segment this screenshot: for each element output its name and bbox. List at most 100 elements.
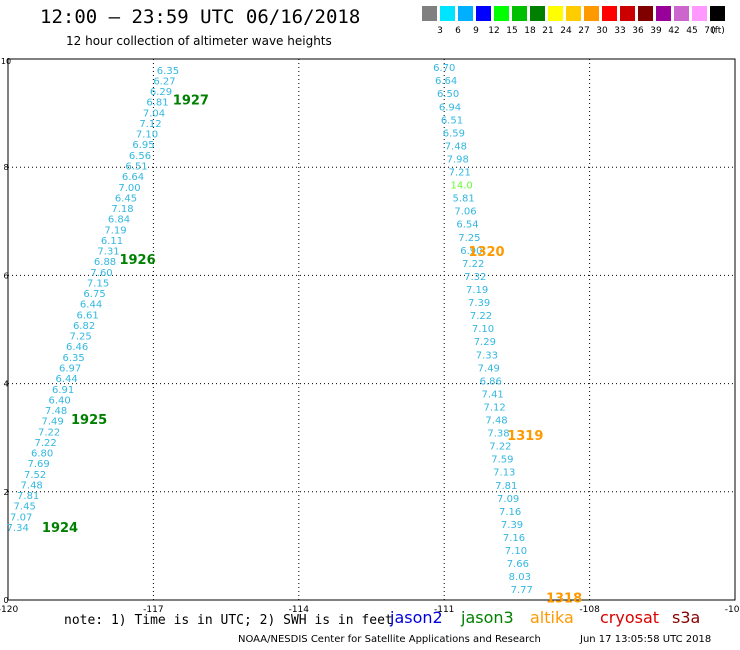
wave-height-label: 6.45 [115,193,137,204]
wave-height-label: 6.80 [31,449,53,460]
wave-height-label: 6.64 [435,76,457,87]
lat-tick-label: 10 [1,57,11,66]
legend-swatch [602,6,617,21]
lat-tick-label: 2 [3,488,8,497]
wave-height-label: 6.86 [480,376,502,387]
wave-height-label: 6.70 [433,63,455,74]
wave-height-label: 7.45 [14,502,36,513]
wave-height-label: 7.39 [501,520,523,531]
wave-height-label: 7.32 [464,272,486,283]
legend-label: 45 [686,26,698,36]
wave-height-label: 6.59 [443,128,465,139]
wave-height-label: 7.15 [87,278,109,289]
wave-height-label: 7.29 [474,337,496,348]
legend-swatch [674,6,689,21]
wave-height-label: 6.94 [439,102,461,113]
wave-height-label: 7.77 [511,585,533,596]
legend-label: 6 [455,26,461,36]
lon-tick-label: -114 [289,605,310,615]
legend-swatch [512,6,527,21]
wave-height-label: 7.31 [97,247,119,258]
lon-tick-label: -117 [143,605,163,615]
lat-tick-label: 8 [3,163,8,172]
mission-label-altika: altika [530,608,574,627]
lat-tick-label: 4 [3,380,8,389]
legend-swatch [422,6,437,21]
wave-height-label: 6.11 [101,236,123,247]
lon-tick-label: -120 [0,605,18,615]
wave-height-label: 7.38 [487,429,509,440]
wave-height-label: 7.22 [38,427,60,438]
wave-height-label: 7.48 [45,406,67,417]
wave-height-label: 7.66 [507,559,529,570]
wave-height-label: 6.95 [132,140,154,151]
wave-height-label: 6.56 [129,151,151,162]
wave-height-label: 7.25 [458,233,480,244]
wave-height-label: 7.10 [472,324,494,335]
mission-label-s3a: s3a [672,608,701,627]
legend-swatch [530,6,545,21]
legend-swatch [710,6,725,21]
pass-time-label: 1924 [42,521,78,536]
wave-height-label: 7.81 [495,481,517,492]
legend-swatch [458,6,473,21]
legend-label: 18 [524,26,536,36]
wave-height-label: 6.51 [125,162,147,173]
generation-timestamp: Jun 17 13:05:58 UTC 2018 [580,634,712,645]
wave-height-label: 6.61 [76,310,98,321]
wave-height-label: 7.16 [503,533,525,544]
legend-unit: (ft) [711,26,725,36]
legend-label: 36 [632,26,644,36]
wave-height-label: 6.84 [108,215,130,226]
wave-height-label: 7.49 [478,363,500,374]
wave-height-label: 7.21 [449,168,471,179]
footnote: note: 1) Time is in UTC; 2) SWH is in fe… [64,613,393,628]
wave-height-label: 6.35 [62,353,84,364]
wave-height-label: 6.82 [73,321,95,332]
wave-height-label: 7.22 [470,311,492,322]
wave-height-label: 7.10 [505,546,527,557]
pass-time-label: 1319 [507,429,543,444]
wave-height-label: 7.16 [499,507,521,518]
wave-height-label: 6.44 [55,374,77,385]
wave-height-label: 8.03 [509,572,531,583]
wave-height-label: 7.12 [483,402,505,413]
wave-height-label: 6.51 [441,115,463,126]
wave-height-label: 7.22 [35,438,57,449]
legend-label: 9 [473,26,479,36]
wave-height-label: 7.48 [21,480,43,491]
wave-height-label: 7.69 [28,459,50,470]
mission-label-jason3: jason3 [461,608,514,627]
wave-height-label: 6.90 [460,246,482,257]
pass-time-label: 1927 [173,94,209,109]
wave-height-label: 7.00 [118,183,140,194]
wave-height-label: 7.59 [491,455,513,466]
legend-swatch [692,6,707,21]
legend-swatch [440,6,455,21]
wave-height-label: 7.06 [454,207,476,218]
wave-height-label: 7.48 [445,141,467,152]
lon-tick-label: -111 [434,605,454,615]
wave-height-label: 7.22 [489,442,511,453]
wave-height-label: 6.50 [437,89,459,100]
legend-label: 12 [488,26,500,36]
wave-height-label: 6.46 [66,342,88,353]
wave-height-label: 6.97 [59,363,81,374]
wave-height-label: 7.22 [462,259,484,270]
wave-height-label: 7.19 [466,285,488,296]
lon-tick-label: -108 [579,605,600,615]
wave-height-label: 6.88 [94,257,116,268]
page-subtitle: 12 hour collection of altimeter wave hei… [66,34,332,48]
pass-time-label: 1926 [119,253,155,268]
wave-height-label: 6.40 [48,395,70,406]
lat-tick-label: 0 [3,596,8,605]
wave-height-label: 7.18 [111,204,133,215]
wave-height-label: 6.44 [80,300,102,311]
wave-height-label: 7.48 [485,416,507,427]
map-frame [7,58,736,601]
legend-swatch [494,6,509,21]
wave-height-label: 7.52 [24,470,46,481]
wave-height-label: 7.60 [90,268,112,279]
legend-label: 70 [704,26,716,36]
